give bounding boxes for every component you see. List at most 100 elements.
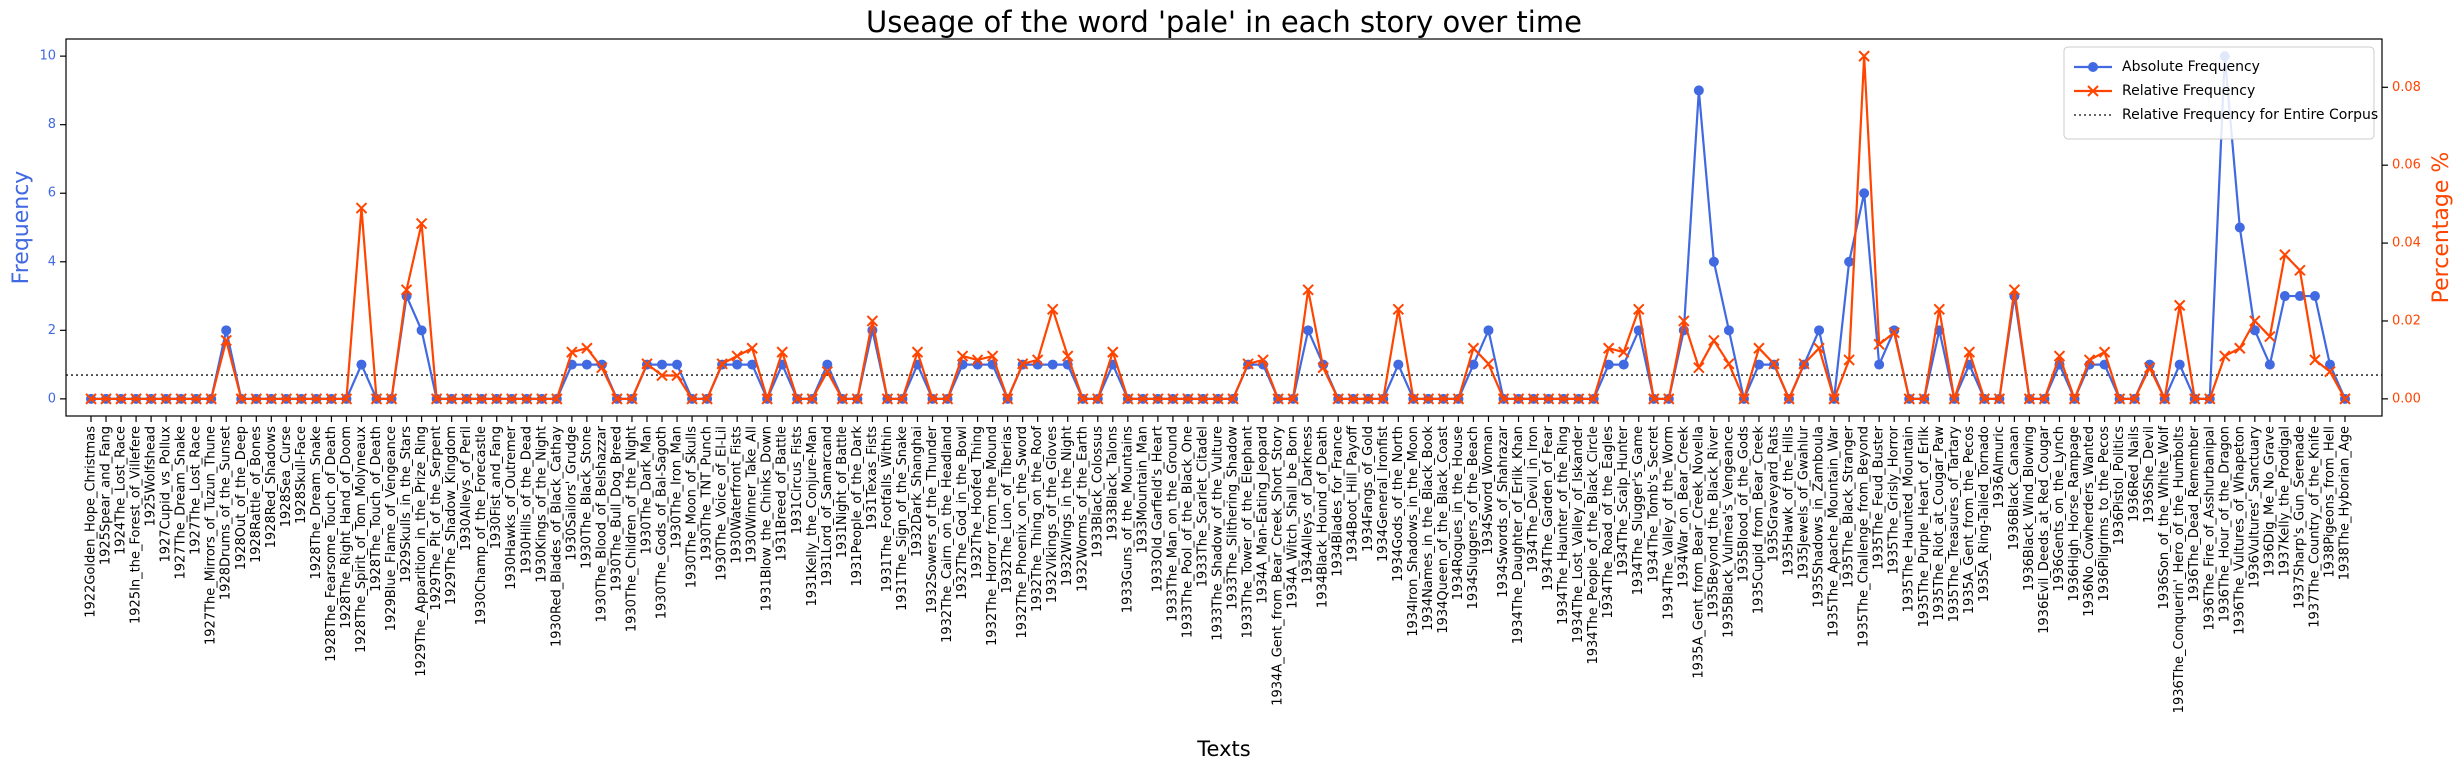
- x-tick-label: 1934The_Slugger's_Game: [1631, 426, 1646, 595]
- point: [460, 393, 473, 405]
- point: [672, 359, 683, 370]
- point: [1031, 354, 1044, 366]
- point: [1663, 393, 1675, 405]
- point: [1392, 303, 1405, 315]
- x-tick-label: 1928Rattle_of_Bones: [249, 426, 264, 563]
- x-tick-label: 1937Sharp's_Gun_Serenade: [2292, 426, 2307, 609]
- x-tick-label: 1936Red_Nails: [2127, 426, 2142, 522]
- plot-frame: [65, 38, 2383, 417]
- x-tick-label: 1924The_Lost_Race: [114, 426, 129, 555]
- point: [2264, 330, 2276, 343]
- point: [1993, 393, 2006, 405]
- x-tick-label: 1931Night_of_Battle: [835, 426, 850, 558]
- point: [2008, 284, 2021, 296]
- point: [1738, 393, 1750, 405]
- x-tick-label: 1938Pigeons_from_Hell: [2322, 426, 2337, 578]
- x-tick-label: 1928The_Fearsome_Touch_of_Death: [324, 426, 339, 662]
- point: [430, 393, 443, 405]
- x-tick-label: 1925Spear_and_Fang: [99, 426, 114, 565]
- point: [1963, 346, 1976, 358]
- point: [851, 393, 864, 405]
- x-tick-label: 1934Rogues_in_the_House: [1451, 426, 1466, 600]
- point: [1482, 358, 1495, 370]
- y-tick-label: 6: [48, 186, 56, 201]
- x-tick-label: 1934A_Man-Eating_Jeopard: [1256, 426, 1271, 604]
- point: [1272, 393, 1284, 405]
- point: [1167, 393, 1179, 405]
- x-tick-label: 1936The_Conquerin'_Hero_of_the_Humbolts: [2172, 426, 2187, 714]
- point: [581, 359, 592, 370]
- y2-axis-label: Percentage %: [2429, 152, 2454, 304]
- point: [746, 342, 758, 354]
- point: [1077, 393, 1089, 405]
- point: [776, 346, 788, 358]
- point: [1602, 342, 1615, 354]
- x-tick-label: 1935A_Gent_from_the_Pecos: [1962, 426, 1977, 614]
- y-tick-label: 10: [39, 49, 56, 64]
- x-tick-label: 1936Pistol_Politics: [2112, 426, 2127, 546]
- x-tick-label: 1933The_Pool_of_the_Black_One: [1180, 426, 1195, 638]
- point: [747, 359, 758, 370]
- x-tick-label: 1934War_on_Bear_Creek: [1676, 426, 1691, 588]
- x-tick-label: 1928Skull-Face: [294, 426, 309, 524]
- point: [2249, 325, 2260, 336]
- point: [2249, 315, 2261, 327]
- y-tick-label: 4: [48, 254, 56, 269]
- point: [2264, 359, 2275, 370]
- point: [1798, 358, 1810, 370]
- point: [1693, 85, 1704, 96]
- x-tick-label: 1930The_Voice_of_El-Lil: [715, 426, 730, 581]
- point: [445, 393, 458, 405]
- point: [370, 393, 383, 405]
- x-tick-label: 1934Fangs_of_Gold: [1361, 426, 1376, 552]
- point: [1107, 346, 1119, 358]
- point: [1047, 359, 1058, 370]
- point: [1317, 361, 1329, 374]
- x-tick-label: 1929The_Apparition_in_the_Prize_Ring: [414, 426, 429, 677]
- x-tick-label: 1931The_Footfalls_Within: [880, 426, 895, 592]
- y2-tick-label: 0.08: [2392, 80, 2421, 95]
- x-tick-label: 1930The_TNT_Punch: [700, 426, 715, 561]
- point: [641, 358, 653, 370]
- x-tick-label: 1935The_Riot_at_Cougar_Paw: [1932, 426, 1947, 621]
- x-tick-label: 1931Breed_of_Battle: [775, 426, 790, 562]
- point: [115, 393, 127, 405]
- point: [911, 346, 924, 358]
- x-tick-label: 1935Jewels_of_Gwahlur: [1797, 425, 1812, 579]
- point: [220, 334, 232, 347]
- point: [836, 393, 849, 405]
- point: [1873, 338, 1885, 351]
- point: [1257, 354, 1269, 366]
- x-tick-label: 1936Black_Canaan: [2007, 426, 2022, 550]
- point: [1723, 325, 1734, 336]
- x-tick-label: 1933The_Man_on_the_Ground: [1165, 426, 1180, 622]
- point: [2143, 361, 2156, 374]
- x-tick-label: 1934The_Scalp_Hunter: [1616, 425, 1631, 576]
- point: [1542, 393, 1555, 405]
- x-tick-label: 1932The_Horror_from_the_Mound: [985, 426, 1000, 646]
- point: [1227, 393, 1239, 405]
- x-tick-label: 1934The_Valley_of_the_Worm: [1661, 426, 1676, 620]
- x-tick-label: 1927The_Mirrors_of_Tuzun_Thune: [204, 426, 219, 645]
- point: [2083, 354, 2096, 366]
- legend-label: Relative Frequency: [2122, 83, 2255, 99]
- point: [732, 359, 743, 370]
- x-tick-label: 1933Guns_of_the_Mountains: [1120, 426, 1135, 613]
- point: [2174, 299, 2186, 312]
- x-tick-label: 1936Vultures'_Sanctuary: [2247, 426, 2262, 588]
- point: [791, 393, 803, 405]
- x-tick-label: 1936Son_of_the_White_Wolf: [2157, 426, 2172, 610]
- point: [1137, 393, 1149, 405]
- x-tick-label: 1936Dig_Me_No_Grave: [2262, 426, 2277, 576]
- point: [1888, 326, 1900, 339]
- x-tick-label: 1930Hawks_of_Outremer: [504, 425, 519, 590]
- x-tick-label: 1935The_Challenge_from_Beyond: [1857, 426, 1872, 647]
- x-tick-label: 1932Vikings_of_the_Gloves: [1045, 426, 1060, 603]
- x-tick-label: 1934Blades_for_France: [1331, 426, 1346, 577]
- x-tick-label: 1925Wolfshead: [144, 426, 159, 527]
- x-tick-label: 1931People_of_the_Dark: [850, 426, 865, 587]
- point: [400, 284, 413, 296]
- point: [1768, 358, 1780, 370]
